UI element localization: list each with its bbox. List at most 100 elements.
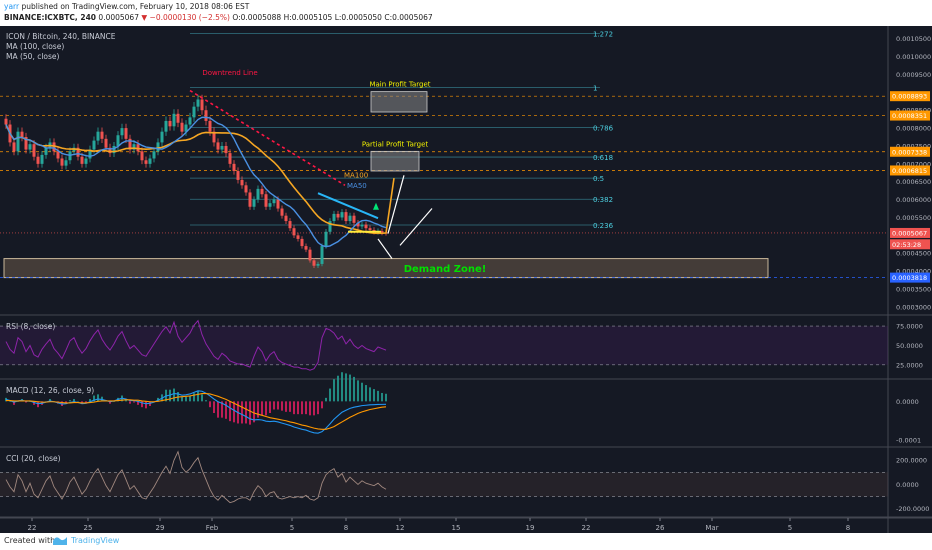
- macd-histogram-bar: [205, 400, 207, 402]
- price-tick-label: 0.0003500: [896, 285, 931, 293]
- candle-body: [236, 171, 240, 180]
- projection-arrow: [399, 208, 433, 246]
- macd-histogram-bar: [229, 401, 231, 422]
- symbol-label: BINANCE:ICXBTC, 240: [4, 13, 97, 22]
- macd-histogram-bar: [309, 401, 311, 416]
- price-tag-label: 02:53:28: [892, 241, 921, 249]
- macd-histogram-bar: [233, 401, 235, 423]
- price-tick-label: 0.0010500: [896, 35, 931, 43]
- macd-histogram-bar: [17, 401, 19, 402]
- candle-body: [312, 260, 316, 266]
- macd-histogram-bar: [141, 401, 143, 408]
- candle-body: [252, 199, 256, 207]
- macd-histogram-bar: [369, 387, 371, 402]
- fib-level-label: 1.272: [593, 30, 613, 38]
- price-chart-svg[interactable]: 22 25 29 Feb 5 8 12 15 19 22 26 Mar 5 8 0.0010500 0.001…: [0, 26, 932, 533]
- author-link[interactable]: yarr: [4, 2, 20, 11]
- ma100-line: [5, 124, 395, 235]
- macd-histogram-bar: [213, 401, 215, 413]
- price-change-value: −0.0000130 (−2.5%): [149, 13, 230, 22]
- macd-histogram-bar: [77, 401, 79, 402]
- rsi-legend: RSI (8, close): [6, 322, 56, 331]
- macd-histogram-bar: [225, 401, 227, 419]
- macd-histogram-bar: [33, 401, 35, 405]
- candle-body: [76, 147, 80, 157]
- x-tick-label: 8: [846, 524, 850, 532]
- macd-histogram-bar: [305, 401, 307, 415]
- macd-histogram-bar: [337, 375, 339, 402]
- x-tick-label: 15: [452, 524, 461, 532]
- macd-histogram-bar: [29, 401, 31, 402]
- breakout-arrow-icon: [373, 202, 379, 210]
- macd-histogram-bar: [345, 373, 347, 402]
- footer: Created with TradingView: [0, 533, 932, 550]
- candle-body: [180, 122, 184, 132]
- candle-body: [108, 147, 112, 154]
- candle-body: [96, 131, 100, 141]
- macd-histogram-bar: [209, 401, 211, 408]
- candle-body: [84, 158, 88, 164]
- demand-zone-label: Demand Zone!: [404, 264, 487, 275]
- candle-body: [188, 117, 192, 125]
- macd-legend: MACD (12, 26, close, 9): [6, 386, 95, 395]
- macd-histogram-bar: [97, 394, 99, 402]
- price-tag: [890, 110, 930, 121]
- macd-histogram-bar: [89, 399, 91, 402]
- fib-level-label: 0.5: [593, 175, 604, 183]
- fib-level-label: 1: [593, 84, 597, 92]
- macd-histogram-bar: [37, 401, 39, 408]
- candle-body: [80, 156, 84, 164]
- candle-body: [280, 208, 284, 216]
- ohlc-values: O:0.0005088 H:0.0005105 L:0.0005050 C:0.…: [232, 13, 433, 22]
- candle-body: [88, 149, 92, 159]
- candle-body: [360, 224, 364, 227]
- chart-area[interactable]: ICON / Bitcoin, 240, BINANCE MA (100, cl…: [0, 26, 932, 533]
- x-tick-label: Mar: [705, 524, 718, 532]
- macd-histogram-bar: [9, 401, 11, 402]
- candle-body: [300, 238, 304, 247]
- price-tick-label: 0.0006500: [896, 178, 931, 186]
- candle-body: [168, 120, 172, 127]
- macd-histogram-bar: [349, 374, 351, 402]
- candle-body: [324, 231, 328, 247]
- breakout-trendline: [317, 192, 379, 220]
- ma100-label: MA100: [344, 171, 368, 179]
- candle-body: [316, 263, 320, 266]
- cci-band: [0, 472, 888, 497]
- candle-body: [172, 113, 176, 127]
- macd-histogram-bar: [357, 380, 359, 402]
- created-with-text: Created with: [4, 536, 56, 545]
- chart-title: ICON / Bitcoin, 240, BINANCE: [6, 32, 116, 41]
- candle-body: [368, 228, 372, 230]
- candle-body: [380, 231, 384, 233]
- macd-tick-label: 0.0000: [896, 398, 919, 406]
- tradingview-brand[interactable]: TradingView: [52, 534, 119, 546]
- macd-histogram-bar: [197, 390, 199, 402]
- candle-body: [156, 142, 160, 152]
- candle-body: [264, 194, 268, 207]
- price-tick-label: 0.0008000: [896, 125, 931, 133]
- publish-header: yarr published on TradingView.com, Febru…: [0, 0, 932, 24]
- macd-histogram-bar: [13, 401, 15, 405]
- candle-body: [348, 215, 352, 222]
- macd-histogram-bar: [241, 401, 243, 424]
- macd-histogram-bar: [257, 401, 259, 418]
- candle-body: [28, 144, 32, 150]
- candle-body: [184, 124, 188, 132]
- candle-body: [272, 199, 276, 204]
- cci-line: [5, 450, 387, 504]
- price-tag: [890, 227, 930, 238]
- macd-histogram-bar: [329, 388, 331, 402]
- candle-body: [336, 213, 340, 218]
- candle-body: [364, 224, 368, 229]
- macd-histogram-bar: [261, 401, 263, 416]
- main-target-label: Main Profit Target: [369, 81, 430, 89]
- macd-histogram-bar: [353, 376, 355, 402]
- rsi-line: [5, 319, 387, 371]
- macd-histogram-bar: [249, 401, 251, 425]
- candle-body: [164, 120, 168, 132]
- macd-histogram-bar: [365, 385, 367, 402]
- candle-body: [352, 215, 356, 223]
- partial-target-box: [370, 150, 420, 172]
- cci-legend: CCI (20, close): [6, 454, 61, 463]
